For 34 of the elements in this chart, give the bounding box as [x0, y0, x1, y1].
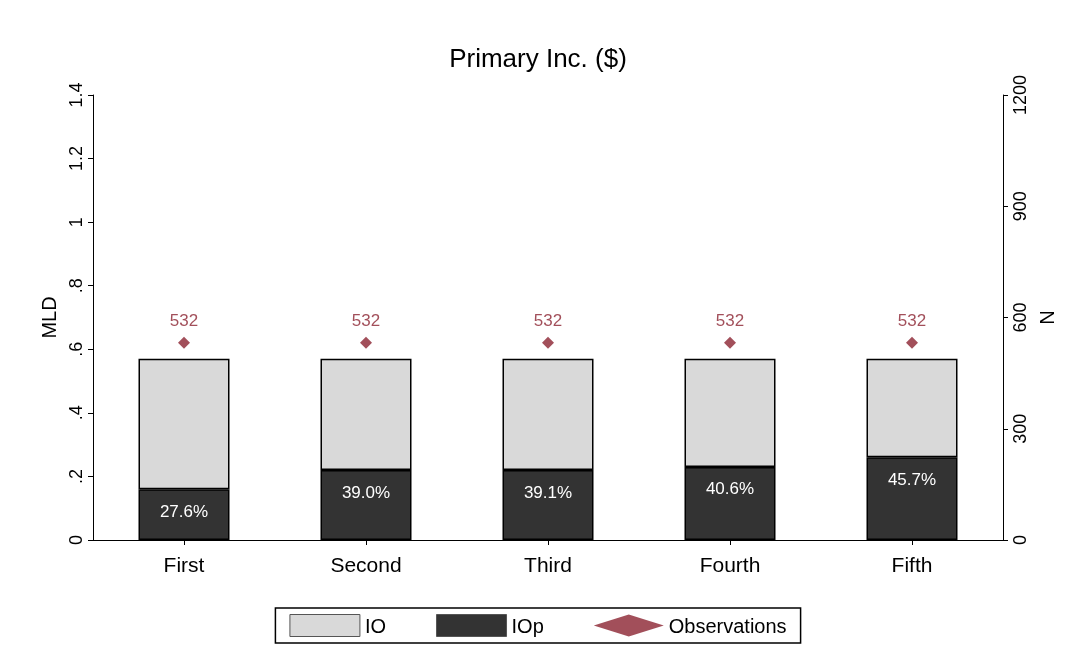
data-label: 532 — [169, 310, 199, 330]
annotation: 39.0% — [341, 482, 391, 502]
x-tick-label: First — [163, 553, 205, 576]
legend-label: IO — [364, 614, 387, 637]
y-tick-label: .8 — [66, 278, 86, 294]
data-label: 532 — [897, 310, 927, 330]
x-tick-label: Fourth — [699, 553, 761, 576]
y-tick-label: .2 — [66, 468, 86, 484]
annotation: 39.1% — [523, 482, 573, 502]
y-tick-label: 1.4 — [66, 82, 86, 108]
y2-tick-label: 900 — [1010, 191, 1030, 222]
y2-tick-label: 0 — [1010, 534, 1030, 546]
data-label: 532 — [533, 310, 563, 330]
y2-tick-label: 300 — [1010, 413, 1030, 444]
y-tick-label: 1.2 — [66, 146, 86, 172]
y-tick-label: .4 — [66, 405, 86, 421]
y-tick-label: .6 — [66, 341, 86, 357]
data-label: 532 — [351, 310, 381, 330]
y-axis-title: MLD — [38, 296, 61, 339]
y2-tick-label: 600 — [1010, 302, 1030, 333]
y2-axis-title: N — [1035, 310, 1058, 325]
chart-title: Primary Inc. ($) — [449, 43, 627, 73]
data-label: 532 — [715, 310, 745, 330]
x-tick-label: Second — [330, 553, 402, 576]
y2-tick-label: 1200 — [1010, 74, 1030, 116]
x-tick-label: Third — [524, 553, 572, 576]
annotation: 27.6% — [159, 501, 209, 521]
y-tick-label: 1 — [66, 217, 86, 228]
x-tick-label: Fifth — [891, 553, 933, 576]
legend-label: Observations — [668, 614, 787, 637]
legend-label: IOp — [511, 614, 544, 637]
y-tick-label: 0 — [66, 534, 86, 546]
annotation: 40.6% — [705, 479, 755, 499]
annotation: 45.7% — [887, 469, 937, 489]
